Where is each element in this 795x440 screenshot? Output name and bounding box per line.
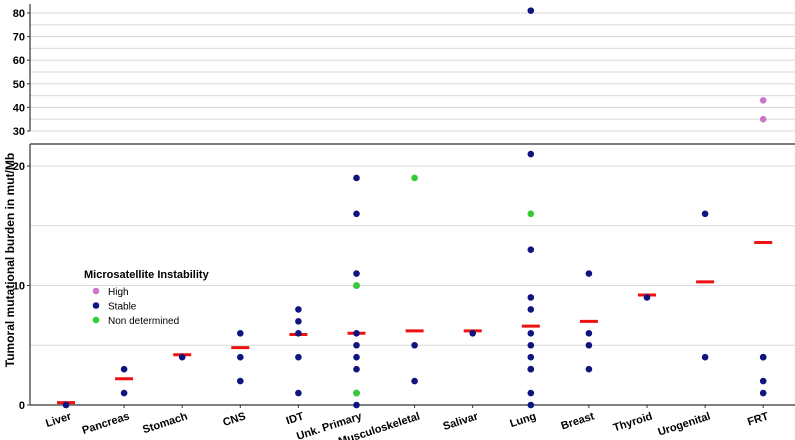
point-layer xyxy=(62,7,767,409)
data-point xyxy=(237,353,244,361)
data-point xyxy=(237,377,244,385)
data-point xyxy=(527,294,535,301)
x-tick-label: Liver xyxy=(44,410,73,430)
x-tick-label: Breast xyxy=(560,410,597,432)
data-point xyxy=(759,377,767,385)
data-point xyxy=(353,174,360,182)
x-tick-label: Pancreas xyxy=(81,410,131,437)
y-axis-title: Tumoral mutational burden in mut/Mb xyxy=(3,153,17,367)
data-point xyxy=(701,353,709,361)
x-tick-label: Lung xyxy=(508,410,537,430)
data-point xyxy=(237,330,244,337)
data-point xyxy=(353,282,360,289)
legend-marker xyxy=(92,316,100,324)
x-tick-label: CNS xyxy=(221,410,247,429)
data-point xyxy=(585,270,593,277)
data-point xyxy=(353,330,360,337)
data-point xyxy=(120,365,128,373)
data-point xyxy=(295,353,302,361)
y-tick-label: 30 xyxy=(13,126,25,138)
data-point xyxy=(353,353,360,361)
legend-entries: High Stable Non determined xyxy=(92,287,179,327)
legend-label: High xyxy=(108,287,129,298)
data-point xyxy=(295,306,302,313)
legend-label: Stable xyxy=(108,302,137,313)
data-point xyxy=(411,341,418,349)
y-tick-label: 10 xyxy=(13,281,25,293)
x-tick-label: Thyroid xyxy=(612,410,654,434)
data-point xyxy=(759,97,767,104)
data-point xyxy=(178,353,186,361)
data-point xyxy=(527,341,535,349)
y-tick-label: 0 xyxy=(19,400,25,412)
y-tick-label: 50 xyxy=(13,79,25,91)
axis-layer xyxy=(27,4,795,408)
x-tick-label: FRT xyxy=(746,410,770,428)
label-layer: 30 40 50 60 70 80 0 10 20 Liver Pancreas Stomach CNS… xyxy=(13,8,771,440)
data-point xyxy=(295,318,302,325)
data-point xyxy=(353,341,360,349)
data-point xyxy=(585,365,593,373)
data-point xyxy=(527,330,535,337)
x-tick-label: Stomach xyxy=(141,410,189,436)
legend-marker xyxy=(92,287,100,295)
data-point xyxy=(120,389,128,397)
data-point xyxy=(411,377,418,385)
x-tick-label: Urogenital xyxy=(657,410,712,438)
data-point xyxy=(527,365,535,373)
data-point xyxy=(353,365,360,373)
data-point xyxy=(643,294,651,301)
legend-title: Microsatellite Instability xyxy=(84,269,210,281)
data-point xyxy=(353,401,360,409)
data-point xyxy=(527,401,535,409)
data-point xyxy=(759,115,767,123)
x-tick-label: IDT xyxy=(285,410,306,427)
data-point xyxy=(411,174,418,182)
data-point xyxy=(353,389,360,397)
data-point xyxy=(295,330,302,337)
data-point xyxy=(527,306,535,313)
data-point xyxy=(527,353,535,361)
legend-marker xyxy=(92,302,100,309)
y-tick-label: 80 xyxy=(13,8,25,20)
data-point xyxy=(527,246,535,253)
data-point xyxy=(295,389,302,397)
y-tick-label: 60 xyxy=(13,55,25,67)
y-tick-label: 20 xyxy=(13,161,25,173)
data-point xyxy=(469,330,477,337)
median-layer xyxy=(57,240,773,405)
y-tick-label: 40 xyxy=(13,102,25,114)
data-point xyxy=(62,401,70,409)
legend-label: Non determined xyxy=(108,316,179,327)
data-point xyxy=(353,270,360,277)
x-tick-label: Salivar xyxy=(442,410,481,433)
data-point xyxy=(527,210,535,218)
data-point xyxy=(759,389,767,397)
legend: Microsatellite Instability High Stable Non… xyxy=(84,269,210,327)
data-point xyxy=(585,330,593,337)
data-point xyxy=(527,150,535,158)
data-point xyxy=(527,7,535,14)
data-point xyxy=(701,210,709,218)
y-tick-label: 70 xyxy=(13,32,25,44)
data-point xyxy=(585,341,593,349)
data-point xyxy=(353,210,360,218)
data-point xyxy=(759,353,767,361)
data-point xyxy=(527,389,535,397)
